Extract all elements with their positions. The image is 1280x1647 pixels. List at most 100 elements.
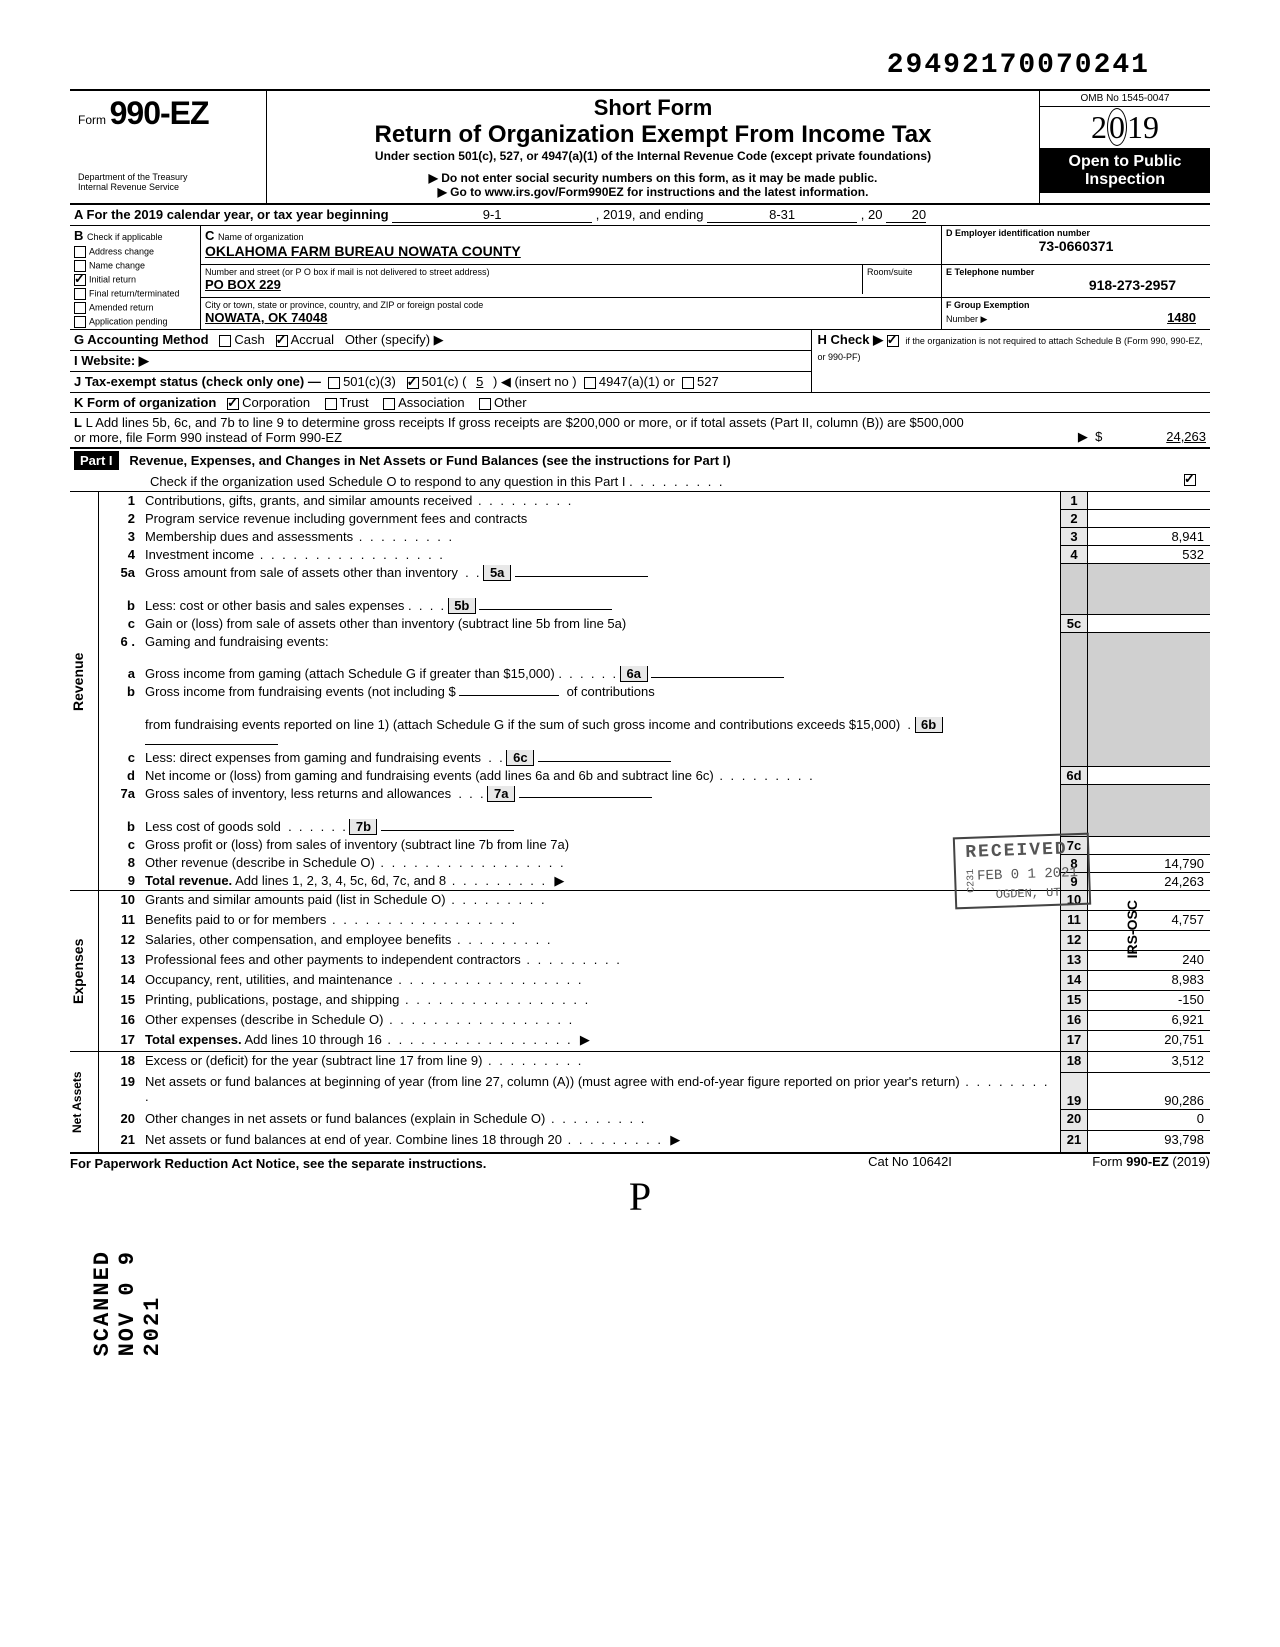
received-stamp: RECEIVED C231FEB 0 1 2021 OGDEN, UT <box>953 833 1091 910</box>
boxC-name-label: Name of organization <box>218 232 304 242</box>
cb-other-org[interactable] <box>479 398 491 410</box>
note1: ▶ Do not enter social security numbers o… <box>275 171 1031 185</box>
lineL-arrow: ▶ <box>1078 429 1088 444</box>
revenue-label: Revenue <box>70 492 86 872</box>
l16-rnum: 16 <box>1061 1011 1088 1031</box>
org-name[interactable]: OKLAHOMA FARM BUREAU NOWATA COUNTY <box>205 243 521 259</box>
boxB-label: B <box>74 228 83 243</box>
l5b-bval[interactable] <box>479 609 612 610</box>
l20-rnum: 20 <box>1061 1110 1088 1131</box>
l2-value[interactable] <box>1088 510 1211 528</box>
l6d-value[interactable] <box>1088 767 1211 785</box>
lbl-4947: 4947(a)(1) or <box>599 374 675 389</box>
l16-value[interactable]: 6,921 <box>1088 1011 1211 1031</box>
l11-rnum: 11 <box>1061 911 1088 931</box>
cb-amended[interactable] <box>74 302 86 314</box>
l4-value[interactable]: 532 <box>1088 546 1211 564</box>
l15-value[interactable]: -150 <box>1088 991 1211 1011</box>
l17-arrow: ▶ <box>580 1032 590 1047</box>
l20-num: 20 <box>99 1110 142 1131</box>
l11-num: 11 <box>99 911 142 931</box>
cb-corp[interactable] <box>227 398 239 410</box>
group-num[interactable]: 1480 <box>1167 310 1206 325</box>
l12-text: Salaries, other compensation, and employ… <box>145 932 451 947</box>
cb-501c[interactable] <box>407 377 419 389</box>
gross-receipts[interactable]: 24,263 <box>1106 429 1206 444</box>
l2-text: Program service revenue including govern… <box>145 511 527 526</box>
l9-arrow: ▶ <box>554 873 564 888</box>
l6-num: 6 . <box>99 633 142 665</box>
end-year[interactable]: 20 <box>886 207 926 223</box>
stamp-loc: OGDEN, UT <box>967 885 1079 903</box>
end-date[interactable]: 8-31 <box>707 207 857 223</box>
l7a-bval[interactable] <box>519 797 652 798</box>
cb-trust[interactable] <box>325 398 337 410</box>
street-value[interactable]: PO BOX 229 <box>205 277 858 292</box>
ein[interactable]: 73-0660371 <box>946 238 1206 254</box>
l7b-bval[interactable] <box>381 830 514 831</box>
l5c-text: Gain or (loss) from sale of assets other… <box>145 616 626 631</box>
l3-value[interactable]: 8,941 <box>1088 528 1211 546</box>
l6d-num: d <box>99 767 142 785</box>
lineJ-label: J Tax-exempt status (check only one) — <box>74 374 321 389</box>
city-value[interactable]: NOWATA, OK 74048 <box>205 310 937 325</box>
l1-num: 1 <box>99 492 142 510</box>
omb-number: OMB No 1545-0047 <box>1040 91 1210 107</box>
l10-value[interactable] <box>1088 891 1211 911</box>
cb-cash[interactable] <box>219 335 231 347</box>
l12-value[interactable] <box>1088 931 1211 951</box>
l21-text: Net assets or fund balances at end of ye… <box>145 1132 562 1147</box>
l1-value[interactable] <box>1088 492 1211 510</box>
part1-label: Part I <box>74 451 119 470</box>
l6b-bval[interactable] <box>145 744 278 745</box>
cb-schedule-b[interactable] <box>887 335 899 347</box>
form-header: Form 990-EZ Department of the Treasury I… <box>70 89 1210 205</box>
boxD-label: D Employer identification number <box>946 228 1206 238</box>
cb-initial-return[interactable] <box>74 274 86 286</box>
l20-value[interactable]: 0 <box>1088 1110 1211 1131</box>
l13-text: Professional fees and other payments to … <box>145 952 521 967</box>
lbl-app-pending: Application pending <box>89 316 168 326</box>
l21-arrow: ▶ <box>670 1132 680 1147</box>
begin-date[interactable]: 9-1 <box>392 207 592 223</box>
l13-value[interactable]: 240 <box>1088 951 1211 971</box>
room-label: Room/suite <box>863 265 942 294</box>
l9-value[interactable]: 24,263 <box>1088 872 1211 891</box>
cb-assoc[interactable] <box>383 398 395 410</box>
cb-501c3[interactable] <box>328 377 340 389</box>
cb-accrual[interactable] <box>276 335 288 347</box>
cb-final-return[interactable] <box>74 288 86 300</box>
part1-header: Part I Revenue, Expenses, and Changes in… <box>70 449 1210 492</box>
lbl-insert: ) ◀ (insert no ) <box>493 374 577 389</box>
cb-4947[interactable] <box>584 377 596 389</box>
l18-value[interactable]: 3,512 <box>1088 1052 1211 1073</box>
l6c-text: Less: direct expenses from gaming and fu… <box>145 750 481 765</box>
l3-num: 3 <box>99 528 142 546</box>
l17-value[interactable]: 20,751 <box>1088 1031 1211 1052</box>
l6c-bval[interactable] <box>538 761 671 762</box>
cb-527[interactable] <box>682 377 694 389</box>
tel-value[interactable]: 918-273-2957 <box>946 277 1206 293</box>
l7c-value[interactable] <box>1088 836 1211 854</box>
l14-text: Occupancy, rent, utilities, and maintena… <box>145 972 393 987</box>
501c-num[interactable]: 5 <box>470 374 489 389</box>
l5c-value[interactable] <box>1088 615 1211 633</box>
l1-text: Contributions, gifts, grants, and simila… <box>145 493 472 508</box>
l14-value[interactable]: 8,983 <box>1088 971 1211 991</box>
l5a-bval[interactable] <box>515 576 648 577</box>
l13-rnum: 13 <box>1061 951 1088 971</box>
cb-app-pending[interactable] <box>74 316 86 328</box>
lbl-cash: Cash <box>234 332 264 347</box>
l15-num: 15 <box>99 991 142 1011</box>
cb-address-change[interactable] <box>74 246 86 258</box>
l19-value[interactable]: 90,286 <box>1088 1073 1211 1110</box>
main-title: Return of Organization Exempt From Incom… <box>275 121 1031 149</box>
l8-value[interactable]: 14,790 <box>1088 854 1211 872</box>
cb-schedule-o[interactable] <box>1184 474 1196 486</box>
stamp-received-text: RECEIVED <box>965 839 1077 863</box>
l5c-rnum: 5c <box>1061 615 1088 633</box>
l6a-bval[interactable] <box>651 677 784 678</box>
lbl-other-method: Other (specify) ▶ <box>345 332 444 347</box>
l11-value[interactable]: 4,757 <box>1088 911 1211 931</box>
l21-value[interactable]: 93,798 <box>1088 1131 1211 1153</box>
